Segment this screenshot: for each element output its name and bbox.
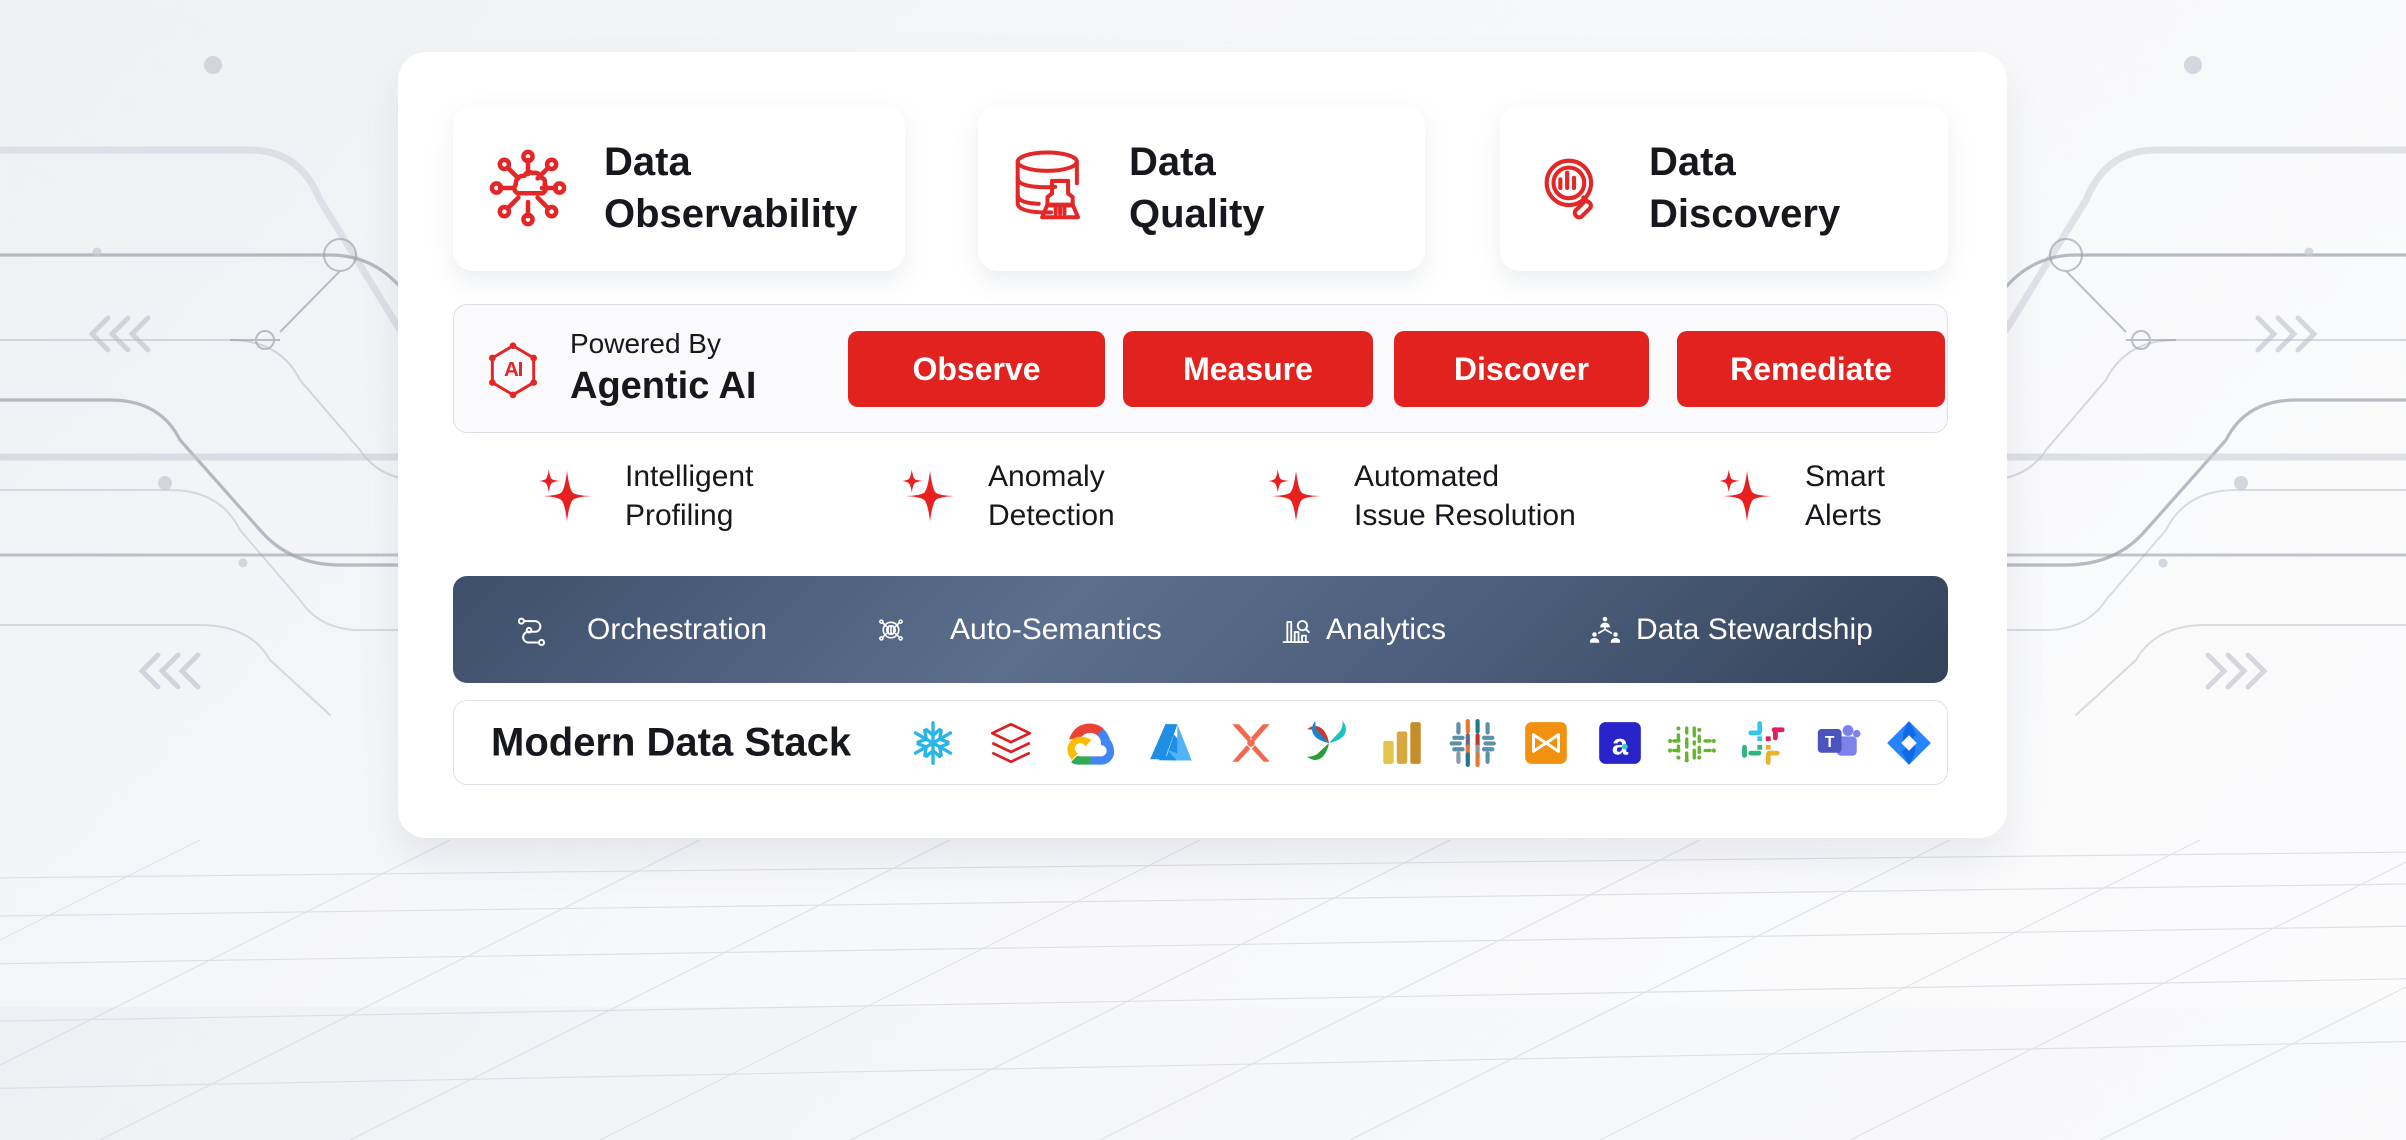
svg-text:T: T	[1825, 734, 1835, 751]
svg-text:AI: AI	[504, 358, 523, 381]
